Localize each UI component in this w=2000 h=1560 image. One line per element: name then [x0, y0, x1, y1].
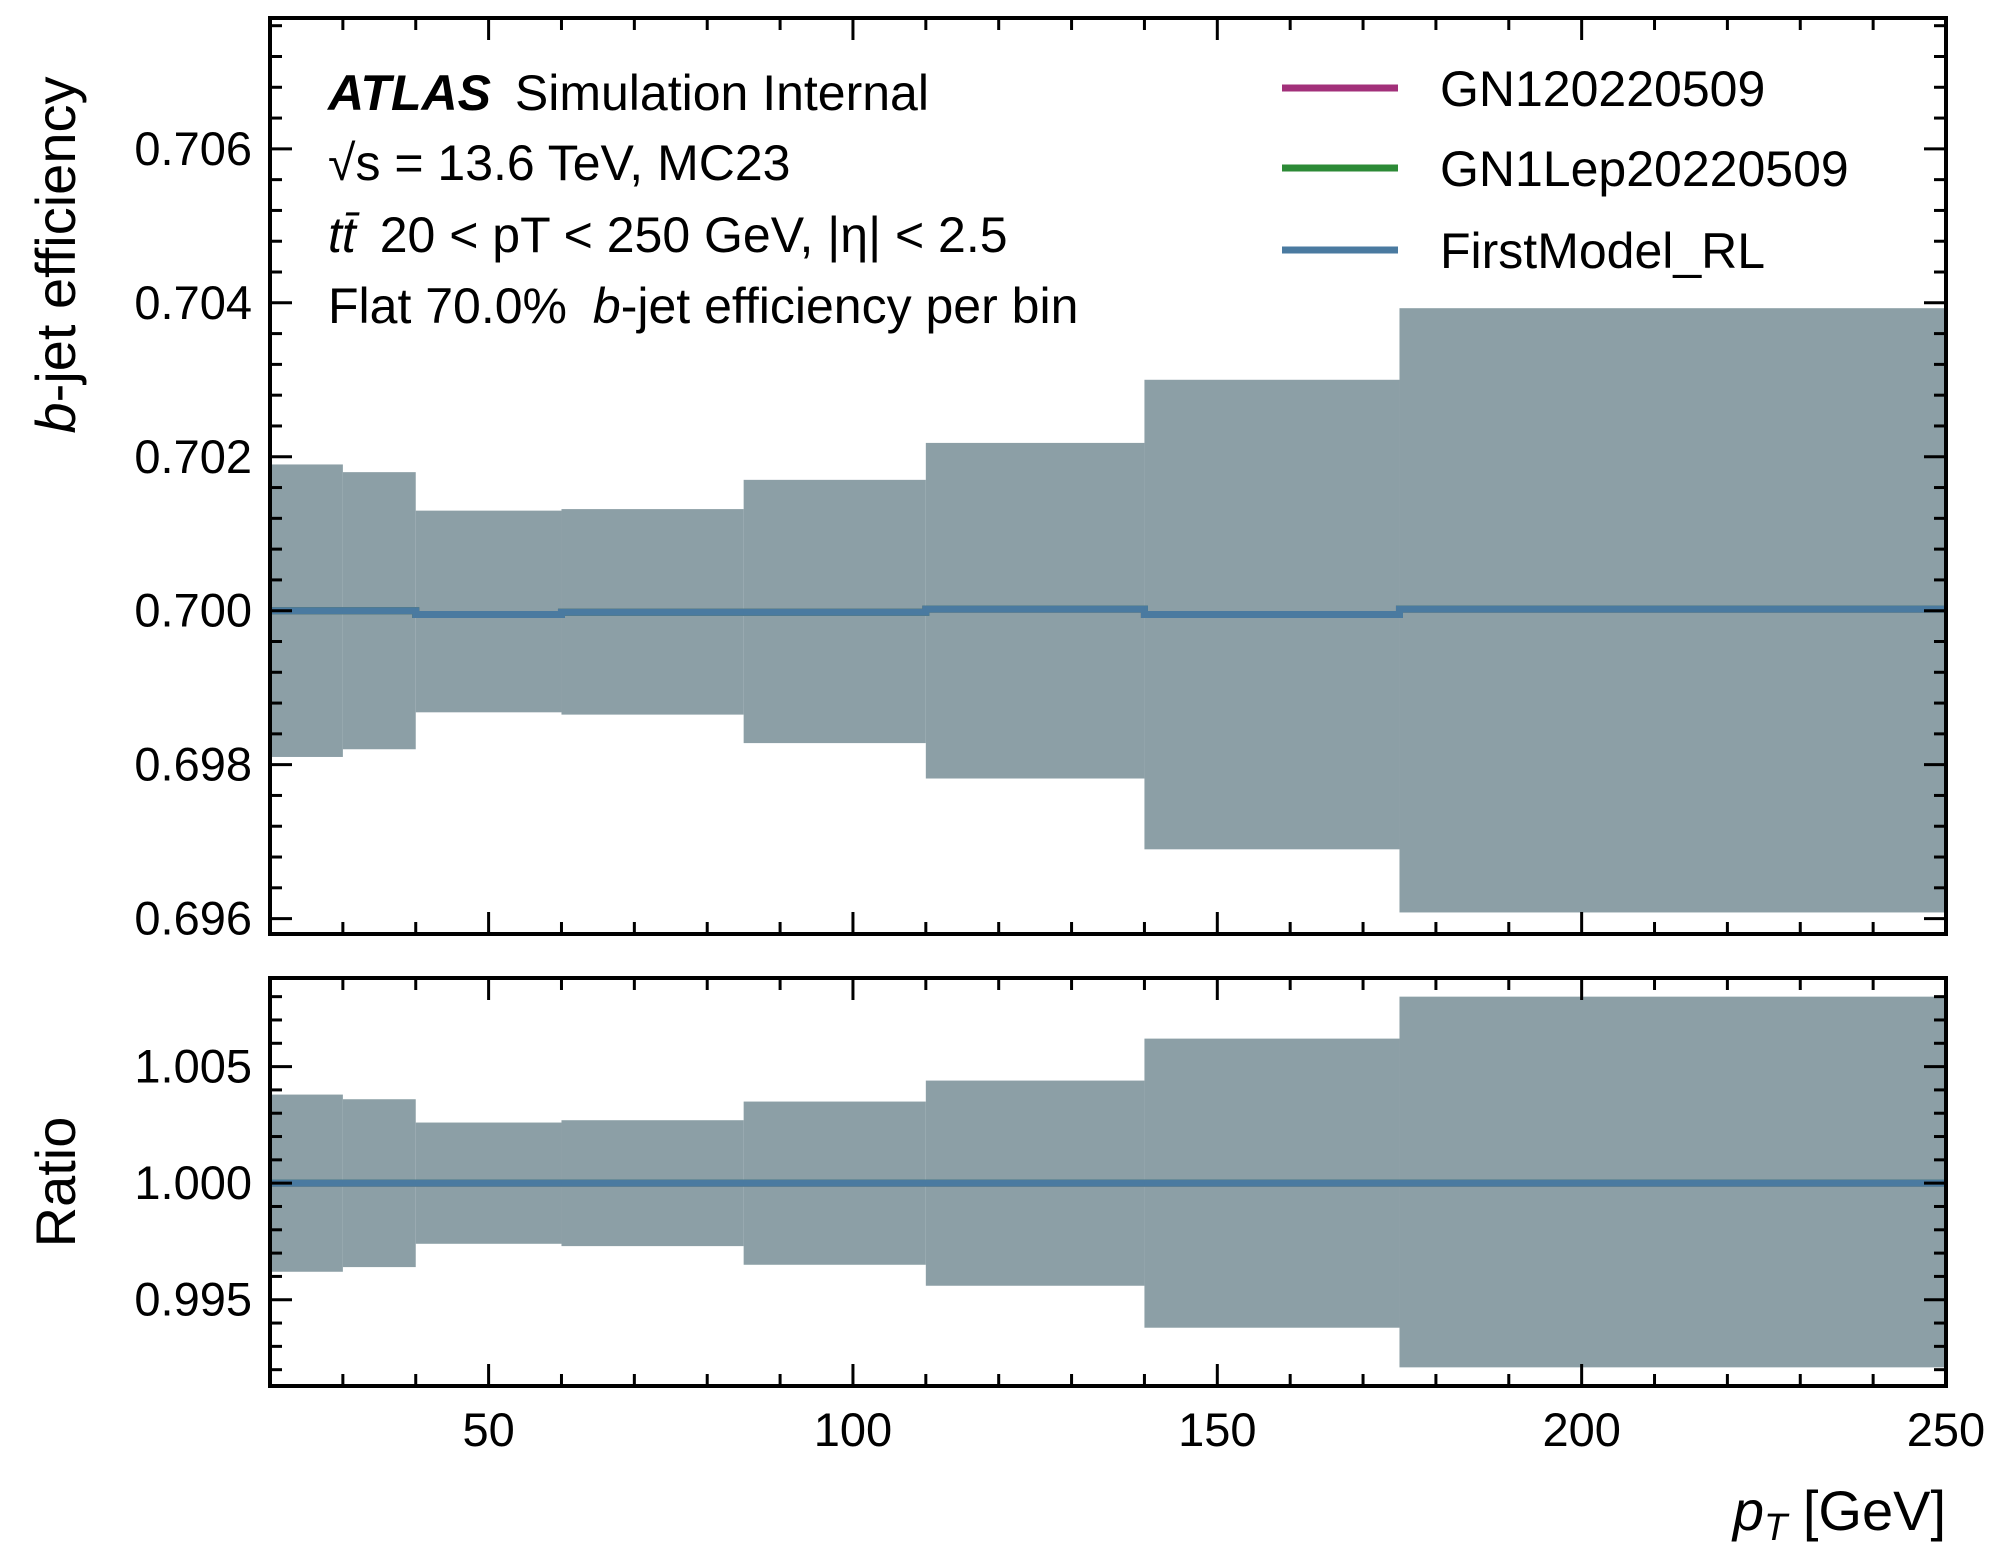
main-y-tick-label: 0.696 — [134, 892, 252, 945]
legend: GN120220509 GN1Lep20220509 FirstModel_RL — [1282, 61, 1849, 279]
main-y-tick-label: 0.702 — [134, 430, 252, 483]
x-tick-label: 250 — [1907, 1403, 1985, 1456]
main-series-FirstModel_RL — [270, 605, 1946, 619]
x-tick-label: 50 — [462, 1403, 514, 1456]
ratio-y-tick-label: 1.000 — [134, 1156, 252, 1209]
ratio-y-axis-title: Ratio — [24, 1117, 87, 1248]
main-y-tick-label: 0.698 — [134, 738, 252, 791]
main-panel: 0.696 0.698 0.700 0.702 0.704 0.706 ATLAS Sim… — [24, 16, 1948, 945]
energy-label: √s = 13.6 TeV, MC23 — [328, 135, 790, 191]
main-series-lines — [270, 605, 1946, 619]
ratio-y-tick-labels: 0.995 1.000 1.005 — [134, 1040, 252, 1326]
ratio-panel: 0.995 1.000 1.005 50 100 150 200 250 Ratio pT … — [24, 976, 1985, 1549]
ratio-y-tick-label: 0.995 — [134, 1273, 252, 1326]
legend-label-FirstModel_RL: FirstModel_RL — [1440, 223, 1765, 279]
selection-label: tt̄ 20 < pT < 250 GeV, |η| < 2.5 — [328, 207, 1008, 263]
main-y-tick-label: 0.704 — [134, 276, 252, 329]
main-y-axis-title: b-jet efficiency — [24, 77, 87, 434]
legend-label-GN1Lep20220509: GN1Lep20220509 — [1440, 141, 1849, 197]
main-y-tick-label: 0.700 — [134, 584, 252, 637]
x-tick-labels: 50 100 150 200 250 — [462, 1403, 1985, 1456]
ratio-frame — [268, 976, 1948, 1388]
x-axis-title: pT [GeV] — [1731, 1479, 1946, 1549]
ratio-y-tick-label: 1.005 — [134, 1040, 252, 1093]
x-tick-label: 150 — [1178, 1403, 1256, 1456]
main-frame — [268, 16, 1948, 936]
x-tick-label: 200 — [1542, 1403, 1620, 1456]
main-y-tick-labels: 0.696 0.698 0.700 0.702 0.704 0.706 — [134, 122, 252, 945]
working-point-label: Flat 70.0% b-jet efficiency per bin — [328, 278, 1078, 334]
x-tick-label: 100 — [814, 1403, 892, 1456]
main-y-tick-label: 0.706 — [134, 122, 252, 175]
atlas-label: ATLAS Simulation Internal — [326, 65, 929, 121]
legend-label-GN120220509: GN120220509 — [1440, 61, 1765, 117]
